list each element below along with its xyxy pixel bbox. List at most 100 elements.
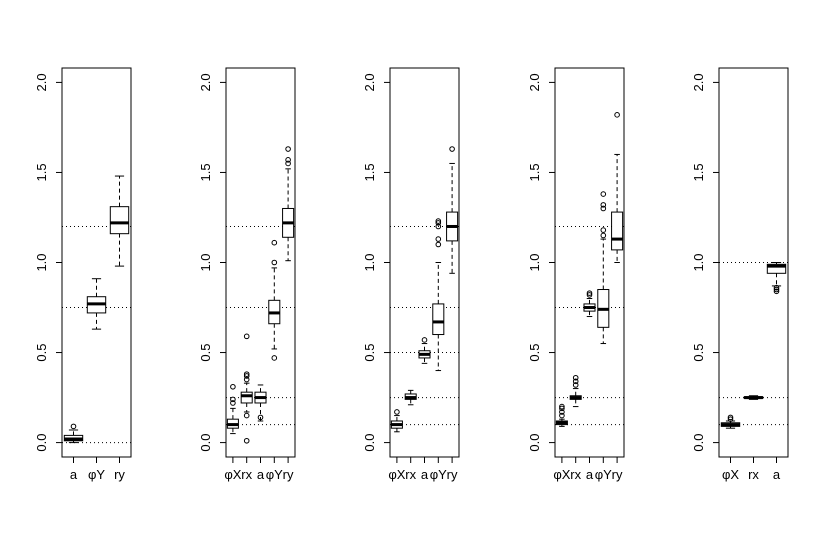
y-tick-label: 0.5 bbox=[527, 344, 542, 362]
y-tick-label: 2.0 bbox=[34, 73, 49, 91]
outlier bbox=[572, 382, 579, 388]
outlier bbox=[435, 241, 442, 248]
x-tick-label: ry bbox=[447, 467, 458, 482]
y-tick-label: 1.0 bbox=[527, 253, 542, 271]
y-tick-label: 0.0 bbox=[691, 434, 706, 452]
box bbox=[109, 206, 130, 235]
outlier bbox=[600, 202, 607, 208]
outlier bbox=[230, 396, 236, 403]
outlier bbox=[586, 290, 593, 296]
y-tick-label: 1.5 bbox=[34, 163, 49, 181]
y-tick-label: 1.0 bbox=[362, 253, 377, 271]
plot-frame bbox=[389, 67, 460, 458]
outlier bbox=[614, 112, 620, 118]
y-tick-label: 2.0 bbox=[527, 73, 542, 91]
plot-frame bbox=[61, 67, 132, 458]
outlier bbox=[243, 412, 250, 419]
outlier bbox=[435, 218, 442, 224]
y-tick-label: 2.0 bbox=[691, 73, 706, 91]
outlier bbox=[600, 227, 607, 233]
x-tick-label: φX bbox=[388, 467, 405, 482]
x-tick-label: φX bbox=[224, 467, 241, 482]
outlier bbox=[600, 232, 607, 239]
y-tick-label: 1.0 bbox=[691, 253, 706, 271]
outlier bbox=[285, 157, 291, 163]
x-tick-label: a bbox=[773, 467, 781, 482]
box bbox=[432, 303, 445, 336]
x-tick-label: a bbox=[421, 467, 429, 482]
outlier bbox=[243, 373, 250, 379]
outlier bbox=[559, 405, 565, 412]
outlier bbox=[559, 409, 565, 415]
y-tick-label: 1.0 bbox=[34, 253, 49, 271]
outlier bbox=[271, 259, 278, 266]
x-tick-label: φY bbox=[266, 467, 283, 482]
x-tick-label: a bbox=[257, 467, 265, 482]
x-tick-label: ry bbox=[612, 467, 623, 482]
box bbox=[611, 211, 624, 251]
outlier bbox=[271, 239, 278, 246]
y-tick-label: 2.0 bbox=[198, 73, 213, 91]
y-tick-label: 0.0 bbox=[362, 434, 377, 452]
x-tick-label: rx bbox=[570, 467, 581, 482]
outlier bbox=[243, 437, 250, 444]
x-tick-label: rx bbox=[241, 467, 252, 482]
y-tick-label: 1.5 bbox=[527, 163, 542, 181]
x-tick-label: rx bbox=[405, 467, 416, 482]
outlier bbox=[421, 337, 428, 343]
outlier bbox=[435, 220, 442, 226]
outlier bbox=[70, 423, 77, 430]
outlier bbox=[727, 416, 734, 422]
outlier bbox=[559, 403, 565, 410]
outlier bbox=[586, 292, 593, 298]
x-tick-label: φX bbox=[553, 467, 570, 482]
y-tick-label: 0.0 bbox=[527, 434, 542, 452]
outlier bbox=[243, 376, 250, 383]
y-tick-label: 0.0 bbox=[34, 434, 49, 452]
outlier bbox=[243, 371, 250, 377]
outlier bbox=[285, 146, 291, 152]
outlier bbox=[559, 412, 565, 419]
outlier bbox=[435, 223, 442, 230]
box bbox=[240, 391, 253, 404]
y-tick-label: 0.5 bbox=[362, 344, 377, 362]
y-tick-label: 0.5 bbox=[34, 344, 49, 362]
outlier bbox=[394, 409, 400, 415]
y-tick-label: 0.5 bbox=[691, 344, 706, 362]
y-tick-label: 2.0 bbox=[362, 73, 377, 91]
x-tick-label: φY bbox=[88, 467, 105, 482]
y-tick-label: 0.5 bbox=[198, 344, 213, 362]
outlier bbox=[773, 286, 780, 293]
outlier bbox=[572, 378, 579, 385]
x-tick-label: a bbox=[70, 467, 78, 482]
outlier bbox=[600, 191, 607, 197]
outlier bbox=[449, 146, 455, 152]
outlier bbox=[435, 236, 442, 242]
outlier bbox=[727, 414, 734, 421]
plot-frame bbox=[554, 67, 625, 458]
x-tick-label: a bbox=[586, 467, 594, 482]
y-tick-label: 1.5 bbox=[362, 163, 377, 181]
outlier bbox=[243, 333, 250, 340]
x-tick-label: φY bbox=[430, 467, 447, 482]
y-tick-label: 0.0 bbox=[198, 434, 213, 452]
x-tick-label: φX bbox=[722, 467, 739, 482]
y-tick-label: 1.5 bbox=[198, 163, 213, 181]
outlier bbox=[773, 288, 780, 295]
box bbox=[766, 263, 787, 274]
outlier bbox=[600, 205, 607, 212]
x-tick-label: φY bbox=[595, 467, 612, 482]
y-tick-label: 1.5 bbox=[691, 163, 706, 181]
x-tick-label: rx bbox=[748, 467, 759, 482]
outlier bbox=[257, 414, 264, 421]
outlier bbox=[230, 383, 236, 390]
outlier bbox=[271, 355, 278, 361]
outlier bbox=[572, 374, 579, 381]
x-tick-label: ry bbox=[114, 467, 125, 482]
outlier bbox=[230, 400, 236, 406]
x-tick-label: ry bbox=[283, 467, 294, 482]
outlier bbox=[285, 160, 291, 167]
y-tick-label: 1.0 bbox=[198, 253, 213, 271]
outlier bbox=[773, 284, 780, 291]
